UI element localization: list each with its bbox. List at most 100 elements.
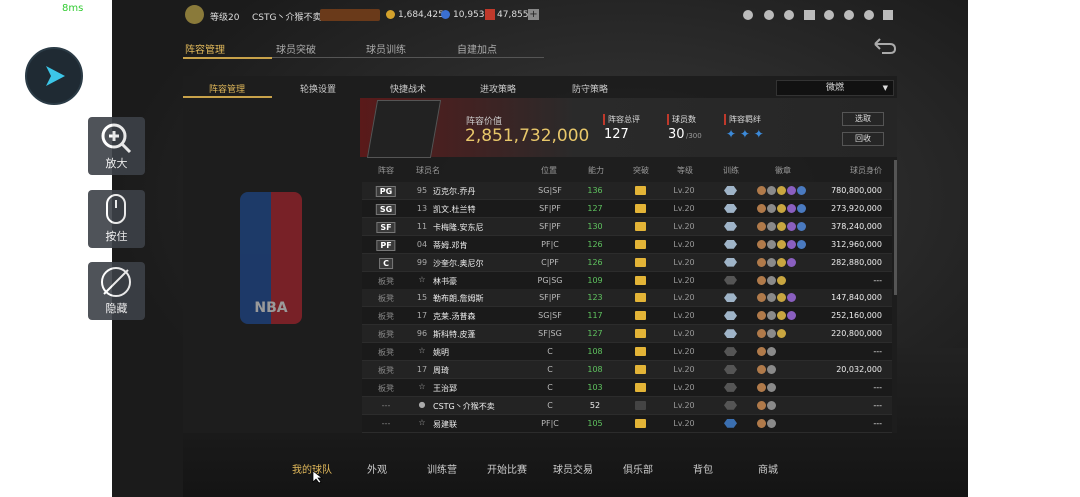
training-icon bbox=[724, 293, 737, 303]
coins: 1,684,425 bbox=[398, 10, 444, 20]
badge bbox=[797, 186, 806, 195]
player-name[interactable]: 易建联 bbox=[433, 419, 457, 429]
event-badge[interactable] bbox=[320, 9, 380, 21]
ability: 109 bbox=[587, 275, 603, 285]
nav-item[interactable]: 球员交易 bbox=[553, 465, 593, 476]
player-name[interactable]: 周琦 bbox=[433, 366, 449, 375]
player-name[interactable]: 姚明 bbox=[433, 348, 449, 358]
salary: 220,800,000 bbox=[831, 329, 882, 339]
badge bbox=[767, 311, 776, 321]
sub-tab[interactable]: 进攻策略 bbox=[479, 85, 517, 95]
player-name[interactable]: 斯科特.皮蓬 bbox=[433, 330, 476, 340]
level: Lv.20 bbox=[673, 347, 695, 357]
select-button[interactable]: 选取 bbox=[842, 112, 884, 126]
gem-icon bbox=[485, 9, 495, 20]
training-icon bbox=[724, 221, 737, 231]
recycle-button[interactable]: 回收 bbox=[842, 132, 884, 146]
position: SF|PF bbox=[539, 221, 561, 231]
back-button[interactable] bbox=[872, 38, 898, 54]
nav-item[interactable]: 开始比赛 bbox=[487, 465, 527, 476]
player-name[interactable]: 凯文.杜兰特 bbox=[433, 204, 476, 214]
menu-button[interactable] bbox=[25, 47, 83, 105]
badge bbox=[757, 329, 766, 339]
add-button[interactable]: + bbox=[528, 9, 539, 20]
nav-item[interactable]: 外观 bbox=[367, 465, 387, 476]
badge bbox=[777, 221, 786, 231]
main-tab[interactable]: 自建加点 bbox=[457, 45, 497, 56]
nav-item[interactable]: 训练营 bbox=[427, 465, 457, 476]
badge bbox=[767, 418, 776, 428]
player-name[interactable]: 王治郅 bbox=[433, 383, 457, 393]
sub-tab[interactable]: 防守策略 bbox=[571, 85, 609, 95]
player-name[interactable]: 克莱.汤普森 bbox=[433, 312, 476, 322]
training-icon bbox=[724, 382, 737, 392]
salary: 20,032,000 bbox=[836, 365, 882, 374]
badge bbox=[767, 382, 776, 392]
player-name[interactable]: 卡梅隆.安东尼 bbox=[433, 222, 484, 232]
hold-label: 按住 bbox=[105, 230, 128, 243]
level: Lv.20 bbox=[673, 239, 695, 249]
position: C|PF bbox=[541, 257, 559, 267]
level: Lv.20 bbox=[673, 257, 695, 267]
nav-item[interactable]: 商城 bbox=[758, 465, 778, 476]
avatar[interactable] bbox=[185, 5, 204, 24]
salary: 273,920,000 bbox=[831, 203, 882, 213]
badge bbox=[757, 311, 766, 321]
nav-item[interactable]: 俱乐部 bbox=[623, 465, 653, 476]
breakthrough-icon bbox=[635, 329, 646, 339]
player-name[interactable]: 林书豪 bbox=[433, 276, 457, 286]
player-name[interactable]: 勒布朗.詹姆斯 bbox=[433, 294, 484, 304]
nav-item[interactable]: 背包 bbox=[693, 465, 713, 476]
badge bbox=[787, 203, 796, 213]
top-icons bbox=[743, 10, 893, 20]
level: Lv.20 bbox=[673, 400, 695, 410]
player-type-icon: ☆ bbox=[418, 381, 426, 391]
player-name[interactable]: 沙奎尔.奥尼尔 bbox=[433, 258, 484, 268]
salary: 282,880,000 bbox=[831, 257, 882, 267]
ability: 123 bbox=[587, 293, 603, 303]
select-label: 选取 bbox=[855, 114, 871, 123]
jersey-number: 13 bbox=[416, 203, 428, 213]
badge bbox=[777, 275, 786, 285]
salary: 312,960,000 bbox=[831, 239, 882, 249]
dropdown[interactable]: 微燃 ▼ bbox=[776, 80, 894, 96]
slot: 板凳 bbox=[378, 276, 394, 286]
team-header bbox=[360, 98, 897, 157]
level: Lv.20 bbox=[673, 365, 695, 374]
zoom-icon bbox=[101, 123, 132, 154]
training-icon bbox=[724, 186, 737, 195]
table-header: 阵容 bbox=[378, 166, 394, 175]
arrow-icon bbox=[46, 66, 65, 86]
ability: 108 bbox=[587, 347, 603, 357]
hide-button[interactable]: 隐藏 bbox=[88, 262, 145, 320]
slot: 板凳 bbox=[378, 348, 394, 358]
badge bbox=[757, 382, 766, 392]
breakthrough-icon bbox=[635, 400, 646, 410]
badge bbox=[787, 186, 796, 195]
hide-label: 隐藏 bbox=[105, 302, 128, 315]
player-name[interactable]: CSTG丶介猴不卖 bbox=[433, 401, 495, 411]
main-tab[interactable]: 球员突破 bbox=[276, 45, 316, 56]
slot: C bbox=[379, 257, 393, 269]
main-tab[interactable]: 阵容管理 bbox=[185, 45, 225, 56]
table-header: 训练 bbox=[723, 166, 739, 175]
main-tab[interactable]: 球员训练 bbox=[366, 45, 406, 56]
breakthrough-icon bbox=[635, 186, 646, 195]
player-name[interactable]: 蒂姆.邓肯 bbox=[433, 240, 468, 250]
badge bbox=[757, 186, 766, 195]
position: C bbox=[547, 365, 553, 374]
table-header: 徽章 bbox=[775, 166, 791, 175]
sub-tab[interactable]: 轮换设置 bbox=[299, 85, 337, 95]
badge bbox=[777, 311, 786, 321]
nav-item[interactable]: 我的球队 bbox=[292, 465, 332, 476]
sub-tab[interactable]: 阵容管理 bbox=[208, 85, 246, 95]
badge bbox=[787, 239, 796, 249]
training-icon bbox=[724, 311, 737, 321]
sub-tab[interactable]: 快捷战术 bbox=[389, 85, 427, 95]
player-name[interactable]: 迈克尔.乔丹 bbox=[433, 187, 476, 196]
ability: 130 bbox=[587, 221, 603, 231]
zoom-button[interactable]: 放大 bbox=[88, 117, 145, 175]
player-count: 30 bbox=[668, 127, 685, 142]
hold-button[interactable]: 按住 bbox=[88, 190, 145, 248]
badge bbox=[777, 293, 786, 303]
